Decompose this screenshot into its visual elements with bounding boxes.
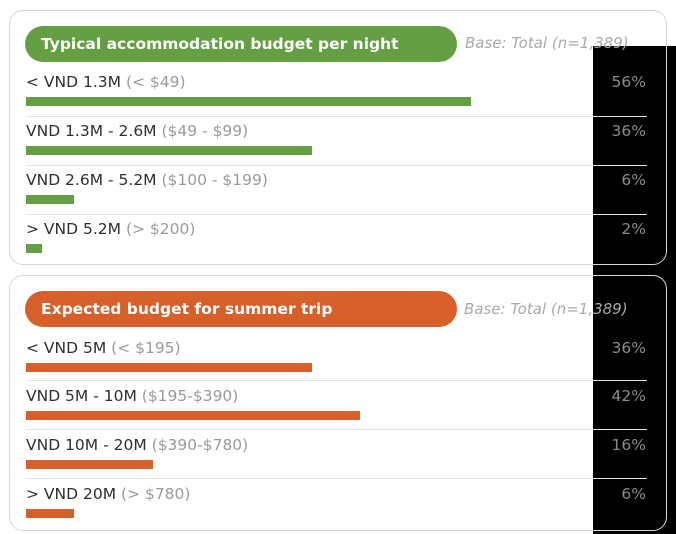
summer-value-label: 6%	[621, 485, 646, 503]
summer-category-label: VND 5M - 10M ($195-$390)	[26, 387, 238, 405]
accommodation-base-note: Base: Total (n=1,389)	[465, 34, 629, 52]
accommodation-category-label: VND 2.6M - 5.2M ($100 - $199)	[26, 171, 268, 189]
accommodation-row-divider	[26, 165, 647, 166]
accommodation-category-vnd: VND 1.3M - 2.6M	[26, 122, 162, 140]
summer-category-usd: ($390-$780)	[151, 436, 249, 454]
summer-row-divider	[26, 380, 647, 381]
accommodation-row-divider	[26, 116, 647, 117]
summer-base-note: Base: Total (n=1,389)	[464, 300, 628, 318]
accommodation-category-usd: ($100 - $199)	[161, 171, 268, 189]
accommodation-value-label: 6%	[621, 171, 646, 189]
summer-category-label: > VND 20M (> $780)	[26, 485, 190, 503]
black-overlay	[593, 46, 676, 534]
accommodation-value-label: 2%	[621, 220, 646, 238]
summer-row-divider	[26, 429, 647, 430]
accommodation-bar	[26, 195, 74, 204]
summer-category-label: VND 10M - 20M ($390-$780)	[26, 436, 248, 454]
accommodation-title-pill: Typical accommodation budget per night	[25, 26, 457, 62]
summer-budget-panel	[9, 275, 667, 531]
accommodation-category-usd: ($49 - $99)	[161, 122, 249, 140]
accommodation-value-label: 36%	[611, 122, 646, 140]
summer-value-label: 36%	[611, 339, 646, 357]
accommodation-category-vnd: VND 2.6M - 5.2M	[26, 171, 162, 189]
accommodation-budget-panel	[9, 10, 667, 265]
summer-category-usd: ($195-$390)	[141, 387, 239, 405]
accommodation-value-label: 56%	[611, 73, 646, 91]
accommodation-category-usd: (< $49)	[125, 73, 186, 91]
summer-category-usd: (> $780)	[121, 485, 191, 503]
summer-bar	[26, 363, 312, 372]
summer-category-vnd: VND 5M - 10M	[26, 387, 142, 405]
accommodation-category-usd: (> $200)	[125, 220, 196, 238]
accommodation-row-divider	[26, 214, 647, 215]
accommodation-bar	[26, 244, 42, 253]
summer-category-usd: (< $195)	[111, 339, 181, 357]
accommodation-category-label: > VND 5.2M (> $200)	[26, 220, 195, 238]
accommodation-category-label: VND 1.3M - 2.6M ($49 - $99)	[26, 122, 248, 140]
summer-bar	[26, 411, 360, 420]
summer-value-label: 42%	[611, 387, 646, 405]
summer-value-label: 16%	[611, 436, 646, 454]
summer-bar	[26, 460, 153, 469]
summer-row-divider	[26, 478, 647, 479]
summer-category-label: < VND 5M (< $195)	[26, 339, 181, 357]
summer-category-vnd: < VND 5M	[26, 339, 112, 357]
accommodation-bar	[26, 97, 471, 106]
accommodation-category-vnd: < VND 1.3M	[26, 73, 126, 91]
summer-bar	[26, 509, 74, 518]
summer-category-vnd: VND 10M - 20M	[26, 436, 152, 454]
accommodation-bar	[26, 146, 312, 155]
summer-category-vnd: > VND 20M	[26, 485, 121, 503]
accommodation-category-label: < VND 1.3M (< $49)	[26, 73, 186, 91]
summer-title-pill: Expected budget for summer trip	[25, 291, 457, 327]
accommodation-category-vnd: > VND 5.2M	[26, 220, 126, 238]
